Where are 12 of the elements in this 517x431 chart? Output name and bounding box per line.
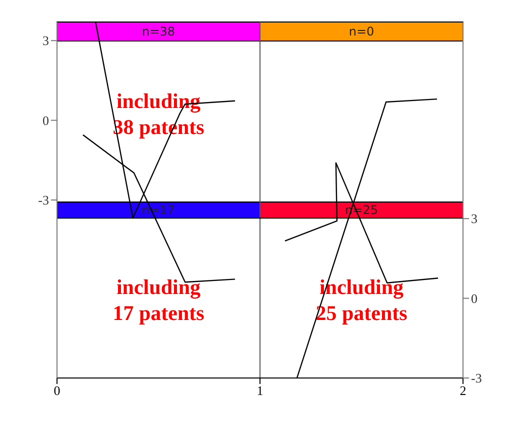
y2-tick-label: -3 xyxy=(471,370,482,386)
annotation: n=0 xyxy=(348,24,374,38)
x-tick-label: 1 xyxy=(256,383,264,398)
x-tick-label: 0 xyxy=(54,383,60,398)
y-tick-label: 3 xyxy=(42,33,49,48)
annotation: n=38 xyxy=(142,24,175,38)
x-tick-label: 2 xyxy=(460,383,466,398)
y2-tick-label: 3 xyxy=(471,211,478,226)
annotation: including 17 patents xyxy=(112,275,204,325)
y-tick-label: -3 xyxy=(38,192,49,208)
y-tick-label: 0 xyxy=(42,112,49,128)
y2-tick-label: 0 xyxy=(471,290,478,306)
